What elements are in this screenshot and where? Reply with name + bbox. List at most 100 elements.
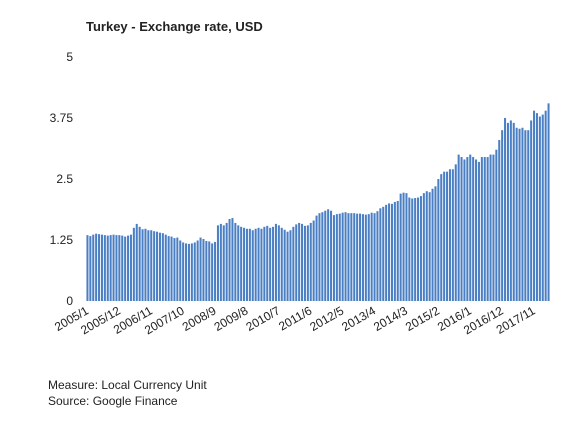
- bar: [501, 130, 504, 301]
- bar: [245, 228, 248, 301]
- bar: [138, 226, 141, 301]
- bar: [190, 243, 193, 301]
- bar: [393, 201, 396, 301]
- bar: [379, 208, 382, 301]
- bar: [280, 227, 283, 301]
- bar: [417, 197, 420, 301]
- bar: [208, 241, 211, 301]
- bar: [318, 213, 321, 301]
- bar: [237, 225, 240, 301]
- bar: [388, 203, 391, 301]
- bar: [132, 227, 135, 301]
- bar: [124, 236, 127, 301]
- bar: [103, 235, 106, 301]
- bar: [402, 192, 405, 301]
- bar: [86, 235, 89, 301]
- y-tick-label: 2.5: [56, 172, 73, 186]
- bar: [289, 230, 292, 301]
- bar: [251, 230, 254, 301]
- bar: [106, 235, 109, 301]
- bar: [347, 213, 350, 301]
- bar: [196, 240, 199, 301]
- bar: [127, 235, 130, 301]
- bar: [353, 213, 356, 301]
- bar: [515, 127, 518, 301]
- bar: [214, 241, 217, 301]
- bar: [480, 157, 483, 301]
- bar: [530, 120, 533, 301]
- bar: [364, 214, 367, 301]
- y-tick-label: 0: [66, 294, 73, 308]
- bar: [222, 225, 225, 301]
- bar: [425, 191, 428, 301]
- bar: [98, 234, 101, 301]
- bar: [405, 193, 408, 301]
- bar: [547, 103, 550, 301]
- bar: [477, 161, 480, 301]
- bar: [228, 219, 231, 301]
- bar: [182, 242, 185, 301]
- bar: [431, 188, 434, 301]
- bar: [225, 222, 228, 301]
- bar: [286, 231, 289, 301]
- bar: [263, 226, 266, 301]
- bar: [321, 212, 324, 301]
- bar: [202, 239, 205, 301]
- bar: [164, 234, 167, 301]
- bar: [422, 193, 425, 301]
- bar: [411, 198, 414, 301]
- bar: [350, 213, 353, 301]
- bar: [179, 240, 182, 301]
- bar: [231, 218, 234, 301]
- bar: [376, 211, 379, 301]
- bar: [359, 213, 362, 301]
- y-tick-label: 1.25: [50, 233, 74, 247]
- bar: [495, 149, 498, 301]
- bar: [193, 242, 196, 301]
- bar: [492, 154, 495, 301]
- bar: [338, 213, 341, 301]
- bar: [173, 238, 176, 301]
- bar: [109, 235, 112, 301]
- bar: [457, 154, 460, 301]
- bar: [437, 179, 440, 301]
- bar: [121, 235, 124, 301]
- bar: [504, 118, 507, 301]
- bar: [274, 223, 277, 301]
- bar: [150, 230, 153, 301]
- bar: [382, 206, 385, 301]
- bar: [248, 228, 251, 301]
- bar: [272, 226, 275, 301]
- bar: [489, 154, 492, 301]
- bar: [538, 116, 541, 301]
- bar: [89, 236, 92, 301]
- bar: [135, 223, 138, 301]
- bar: [158, 232, 161, 301]
- bar: [330, 210, 333, 301]
- bar: [115, 235, 118, 301]
- bar: [466, 157, 469, 301]
- bar: [373, 213, 376, 301]
- bar: [385, 204, 388, 301]
- bar: [399, 193, 402, 301]
- bar: [483, 157, 486, 301]
- bar: [167, 236, 170, 301]
- bar: [454, 164, 457, 301]
- bar: [243, 227, 246, 301]
- note: Source: Google Finance: [48, 394, 178, 408]
- bar: [283, 229, 286, 301]
- x-tick-label: 2015/2: [403, 303, 442, 334]
- bar: [408, 197, 411, 301]
- bar: [211, 243, 214, 301]
- y-tick-label: 5: [66, 50, 73, 64]
- bar: [92, 234, 95, 301]
- bar: [176, 237, 179, 301]
- bar: [448, 169, 451, 301]
- bar: [144, 228, 147, 301]
- bar: [254, 228, 257, 301]
- bar: [292, 226, 295, 301]
- note: Measure: Local Currency Unit: [48, 378, 207, 392]
- bar: [361, 214, 364, 301]
- bar: [156, 231, 159, 301]
- bar: [112, 234, 115, 301]
